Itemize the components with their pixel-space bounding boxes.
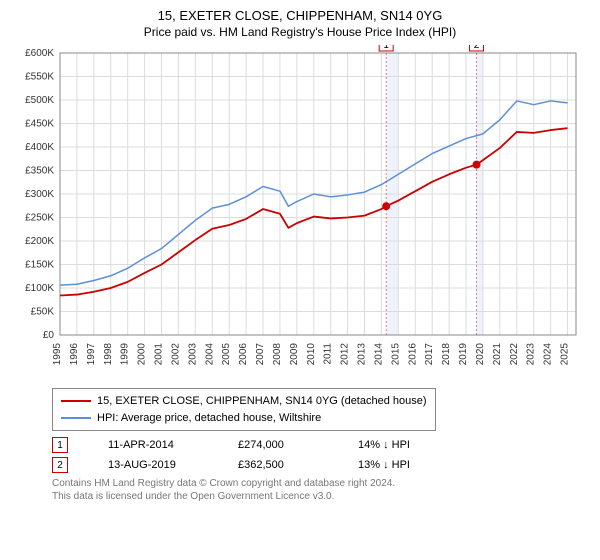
svg-text:2000: 2000 xyxy=(137,343,148,366)
footnote-line: Contains HM Land Registry data © Crown c… xyxy=(52,477,588,490)
svg-text:£200K: £200K xyxy=(25,236,54,247)
datapoint-date: 13-AUG-2019 xyxy=(108,459,198,471)
svg-text:1: 1 xyxy=(383,45,389,51)
svg-text:£500K: £500K xyxy=(25,95,54,106)
legend: 15, EXETER CLOSE, CHIPPENHAM, SN14 0YG (… xyxy=(52,388,436,431)
datapoint-marker: 2 xyxy=(52,457,68,473)
line-chart: £0 £50K £100K £150K £200K £250K £300K £350K £400… xyxy=(12,45,588,375)
datapoint-delta: 13% ↓ HPI xyxy=(358,459,410,471)
legend-label: HPI: Average price, detached house, Wilt… xyxy=(97,410,321,427)
svg-text:2018: 2018 xyxy=(441,343,452,366)
svg-text:2012: 2012 xyxy=(340,343,351,366)
datapoint-price: £362,500 xyxy=(238,459,318,471)
datapoint-row: 1 11-APR-2014 £274,000 14% ↓ HPI xyxy=(52,437,588,453)
svg-text:£550K: £550K xyxy=(25,72,54,83)
legend-swatch xyxy=(61,417,91,419)
svg-text:2021: 2021 xyxy=(492,343,503,366)
svg-text:£600K: £600K xyxy=(25,48,54,59)
svg-text:2016: 2016 xyxy=(407,343,418,366)
svg-text:1996: 1996 xyxy=(69,343,80,366)
footnote-line: This data is licensed under the Open Gov… xyxy=(52,490,588,503)
svg-text:2009: 2009 xyxy=(289,343,300,366)
svg-text:2017: 2017 xyxy=(424,343,435,366)
datapoint-date: 11-APR-2014 xyxy=(108,439,198,451)
svg-text:1999: 1999 xyxy=(120,343,131,366)
svg-text:2024: 2024 xyxy=(543,343,554,366)
svg-text:2014: 2014 xyxy=(373,343,384,366)
legend-swatch xyxy=(61,400,91,402)
svg-text:2013: 2013 xyxy=(357,343,368,366)
svg-text:2001: 2001 xyxy=(154,343,165,366)
chart-subtitle: Price paid vs. HM Land Registry's House … xyxy=(12,25,588,39)
svg-text:£400K: £400K xyxy=(25,142,54,153)
svg-text:2: 2 xyxy=(474,45,480,51)
datapoint-marker: 1 xyxy=(52,437,68,453)
svg-text:£50K: £50K xyxy=(31,307,55,318)
svg-text:2002: 2002 xyxy=(170,343,181,366)
svg-text:£250K: £250K xyxy=(25,213,54,224)
datapoint-row: 2 13-AUG-2019 £362,500 13% ↓ HPI xyxy=(52,457,588,473)
legend-label: 15, EXETER CLOSE, CHIPPENHAM, SN14 0YG (… xyxy=(97,393,427,410)
chart-title: 15, EXETER CLOSE, CHIPPENHAM, SN14 0YG xyxy=(12,8,588,23)
svg-text:2015: 2015 xyxy=(390,343,401,366)
svg-text:1995: 1995 xyxy=(52,343,63,366)
datapoint-table: 1 11-APR-2014 £274,000 14% ↓ HPI 2 13-AUG-201… xyxy=(52,437,588,473)
svg-text:2023: 2023 xyxy=(526,343,537,366)
footnote: Contains HM Land Registry data © Crown c… xyxy=(52,477,588,503)
svg-text:£450K: £450K xyxy=(25,119,54,130)
svg-text:2010: 2010 xyxy=(306,343,317,366)
svg-text:£100K: £100K xyxy=(25,283,54,294)
svg-text:2025: 2025 xyxy=(560,343,571,366)
chart-area: £0 £50K £100K £150K £200K £250K £300K £350K £400… xyxy=(12,45,588,380)
svg-text:2003: 2003 xyxy=(187,343,198,366)
legend-item: 15, EXETER CLOSE, CHIPPENHAM, SN14 0YG (… xyxy=(61,393,427,410)
svg-text:£300K: £300K xyxy=(25,189,54,200)
svg-text:2022: 2022 xyxy=(509,343,520,366)
svg-text:2006: 2006 xyxy=(238,343,249,366)
svg-text:2019: 2019 xyxy=(458,343,469,366)
svg-text:£350K: £350K xyxy=(25,166,54,177)
svg-text:1997: 1997 xyxy=(86,343,97,366)
svg-text:2020: 2020 xyxy=(475,343,486,366)
svg-text:£150K: £150K xyxy=(25,260,54,271)
svg-text:2005: 2005 xyxy=(221,343,232,366)
datapoint-price: £274,000 xyxy=(238,439,318,451)
datapoint-delta: 14% ↓ HPI xyxy=(358,439,410,451)
svg-text:1998: 1998 xyxy=(103,343,114,366)
svg-text:2004: 2004 xyxy=(204,343,215,366)
legend-item: HPI: Average price, detached house, Wilt… xyxy=(61,410,427,427)
svg-text:2011: 2011 xyxy=(323,343,334,365)
svg-text:2007: 2007 xyxy=(255,343,266,366)
svg-text:2008: 2008 xyxy=(272,343,283,366)
svg-text:£0: £0 xyxy=(43,330,55,341)
